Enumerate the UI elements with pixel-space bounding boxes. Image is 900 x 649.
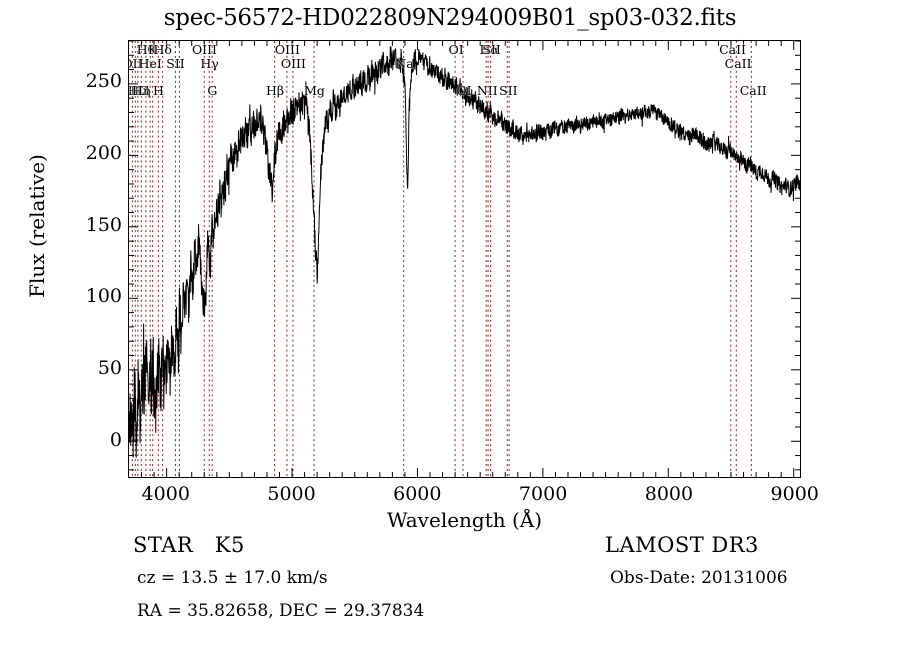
x-tick-label: 8000: [644, 483, 694, 505]
line-label: H12: [129, 83, 149, 98]
x-axis-tick-labels: 4000 5000 6000 7000 8000 9000: [128, 483, 819, 509]
y-tick-label: 150: [85, 213, 122, 236]
line-label: SII: [166, 56, 185, 71]
object-class-value: STAR: [133, 533, 194, 557]
axis-ticks: [129, 41, 800, 477]
redshift-velocity: cz = 13.5 ± 17.0 km/s: [137, 568, 328, 588]
line-label: Hθ: [136, 42, 156, 57]
x-axis-title: Wavelength (Å): [386, 508, 543, 532]
y-tick-label: 200: [85, 141, 122, 164]
object-classification: STAR K5: [133, 533, 245, 557]
survey-release: LAMOST DR3: [605, 533, 759, 557]
line-label: Na: [395, 56, 414, 71]
y-axis-tick-labels: 0 50 100 150 200 250: [48, 40, 122, 478]
y-tick-label: 250: [85, 70, 122, 93]
line-label: CaII: [724, 56, 752, 71]
spacer: [193, 533, 215, 557]
x-tick-label: 6000: [393, 483, 442, 505]
line-label: Hα: [479, 42, 499, 57]
line-label: H11: [129, 83, 152, 98]
spectrum-plot-svg: [129, 41, 800, 477]
x-tick-label: 4000: [141, 483, 190, 505]
line-label: G: [207, 83, 218, 98]
line-label: SII: [499, 83, 518, 98]
x-tick-label: 9000: [770, 483, 819, 505]
line-label: Hδ: [153, 42, 172, 57]
line-label: SII: [482, 42, 501, 57]
x-tick-label: 5000: [267, 483, 316, 505]
plot-area: OIIH12H11HηHθHeIKHHδSIIOIIIHγGHβOIIIOIII…: [128, 40, 801, 478]
line-label: OIII: [274, 42, 300, 57]
y-tick-label: 0: [109, 429, 122, 452]
line-label: K: [148, 42, 158, 57]
y-axis-title: Flux (relative): [25, 154, 49, 298]
sky-coordinates: RA = 35.82658, DEC = 29.37834: [137, 601, 425, 621]
spectrum-trace: [129, 46, 800, 458]
line-label: OIII: [191, 42, 217, 57]
line-label: CaII: [739, 83, 767, 98]
line-label: Hβ: [265, 83, 285, 98]
line-label: NII: [476, 83, 498, 98]
line-label: Hη: [132, 83, 151, 98]
line-label: HeI: [138, 56, 162, 71]
line-label: OI: [448, 42, 464, 57]
y-tick-label: 50: [97, 357, 122, 380]
line-label: Mg: [304, 83, 325, 98]
spectral-type-value: K5: [214, 533, 245, 557]
y-tick-label: 100: [85, 285, 122, 308]
line-label: CaII: [719, 42, 746, 57]
line-label: OI: [456, 83, 472, 98]
observation-date: Obs-Date: 20131006: [610, 568, 788, 588]
line-label: H: [152, 83, 164, 98]
x-tick-label: 7000: [518, 483, 568, 505]
line-label: OIII: [280, 56, 306, 71]
line-label: Hγ: [200, 56, 219, 71]
line-label: OII: [129, 56, 143, 71]
page-title: spec-56572-HD022809N294009B01_sp03-032.f…: [163, 5, 737, 31]
